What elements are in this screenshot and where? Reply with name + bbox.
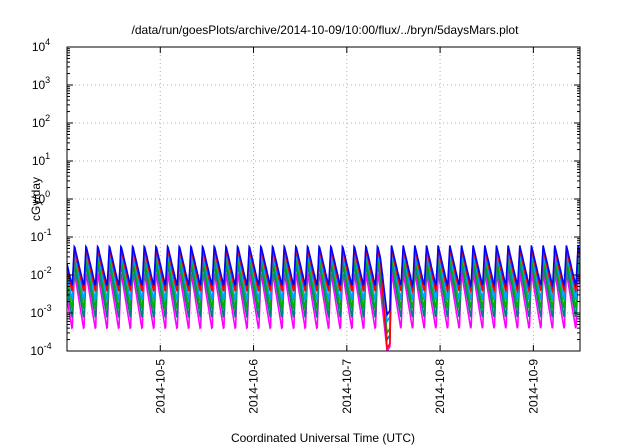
y-axis: 10-4 10-3 10-2 10-1 100 101 102 103 104	[30, 37, 580, 358]
series-line-6	[67, 243, 580, 317]
chart-title: /data/run/goesPlots/archive/2014-10-09/1…	[132, 23, 520, 37]
x-tick-label: 2014-10-8	[433, 359, 447, 414]
x-axis: 2014-10-5 2014-10-6 2014-10-7 2014-10-8 2014…	[153, 47, 540, 414]
y-tick-label: 10-1	[30, 227, 51, 244]
y-tick-label: 10-4	[30, 341, 51, 358]
x-tick-label: 2014-10-6	[247, 359, 261, 414]
y-tick-label: 102	[32, 113, 50, 130]
series-layer	[67, 243, 580, 351]
x-tick-label: 2014-10-7	[340, 359, 354, 414]
y-axis-label: cGy/day	[29, 177, 43, 221]
y-tick-label: 10-2	[30, 265, 51, 282]
y-tick-label: 10-3	[30, 303, 51, 320]
x-tick-label: 2014-10-5	[153, 359, 167, 414]
y-tick-label: 104	[32, 37, 50, 54]
y-tick-label: 100	[32, 189, 50, 206]
y-tick-label: 101	[32, 151, 50, 168]
x-tick-label: 2014-10-9	[526, 359, 540, 414]
y-tick-label: 103	[32, 75, 50, 92]
x-axis-label: Coordinated Universal Time (UTC)	[231, 431, 415, 445]
